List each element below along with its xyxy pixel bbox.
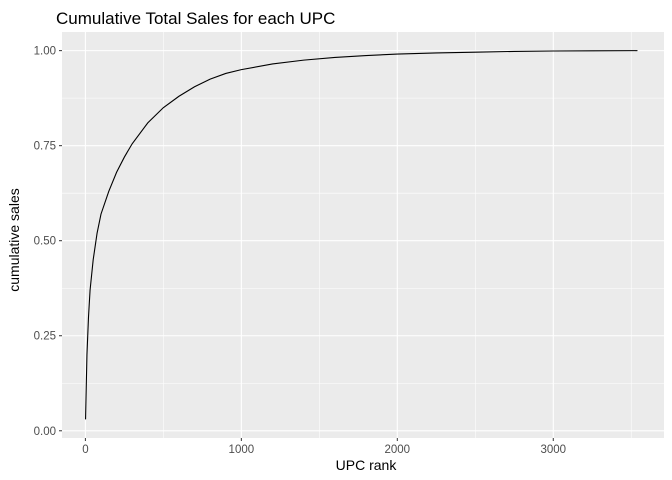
x-tick-label: 3000 [540, 444, 566, 456]
y-tick-label: 0.50 [34, 236, 56, 248]
minor-gridlines [62, 32, 664, 438]
y-axis-title: cumulative sales [6, 188, 22, 292]
y-tick-label: 1.00 [34, 46, 56, 58]
cumulative-sales-line [85, 50, 638, 420]
chart-title: Cumulative Total Sales for each UPC [56, 9, 335, 28]
y-tick-label: 0.00 [34, 426, 56, 438]
y-tick-label: 0.75 [34, 141, 56, 153]
x-axis-ticks: 0 1000 2000 3000 [82, 438, 566, 456]
plot-panel [62, 32, 664, 438]
x-axis-title: UPC rank [336, 457, 398, 473]
y-axis-ticks: 0.00 0.25 0.50 0.75 1.00 [34, 46, 62, 438]
x-tick-label: 2000 [385, 444, 411, 456]
y-tick-label: 0.25 [34, 331, 56, 343]
x-tick-label: 1000 [229, 444, 255, 456]
x-tick-label: 0 [82, 444, 88, 456]
major-gridlines [62, 32, 664, 438]
